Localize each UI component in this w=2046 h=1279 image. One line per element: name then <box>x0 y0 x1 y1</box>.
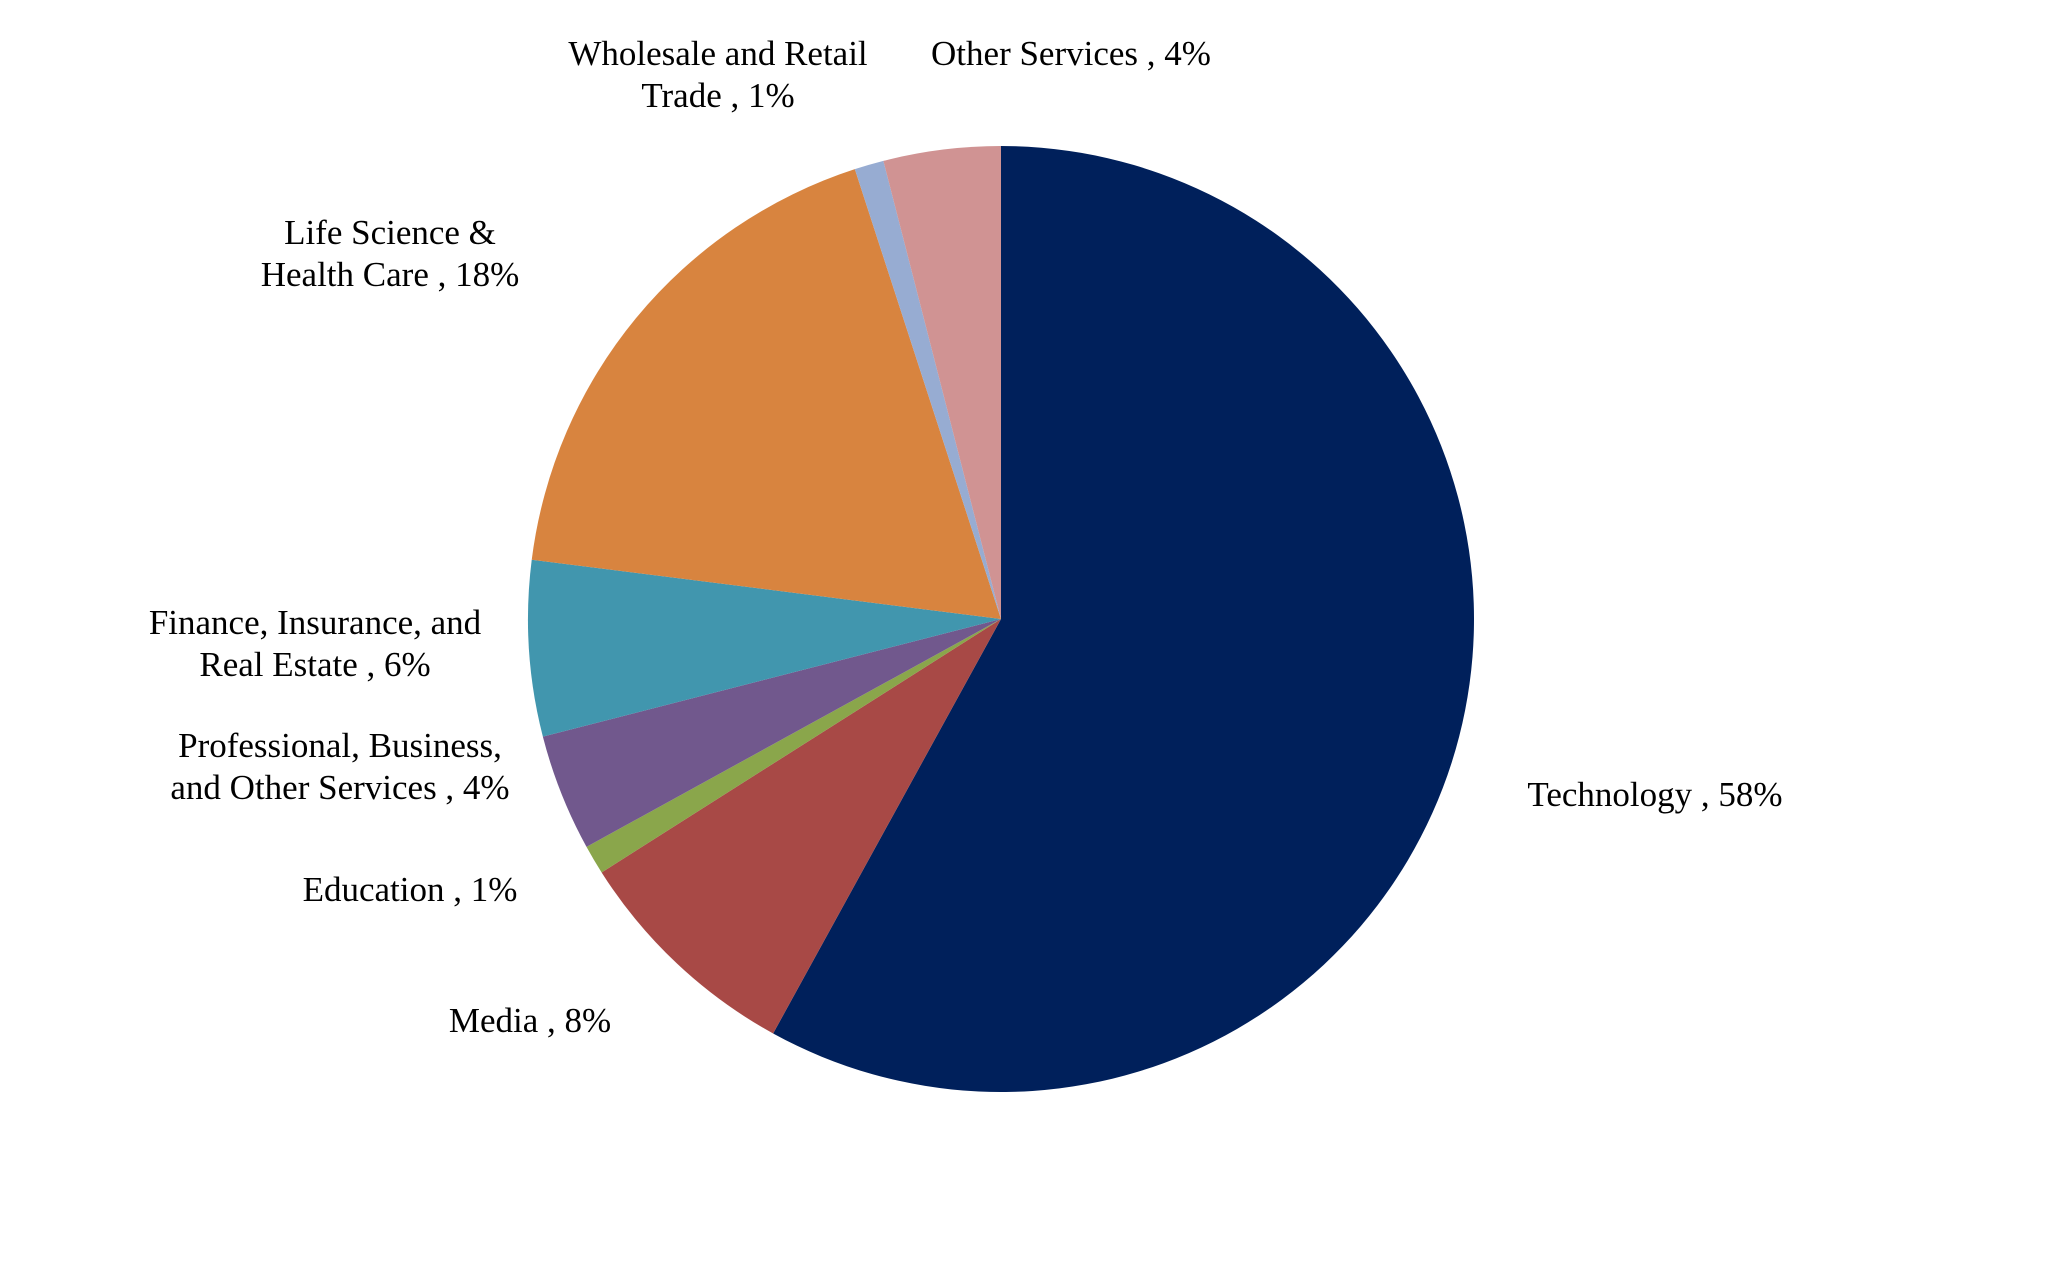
slice-label: Other Services , 4% <box>931 34 1211 73</box>
pie-labels: Technology , 58% Media , 8% Education , 1%… <box>149 34 1783 1040</box>
slice-label-line: Technology , 58% <box>1527 775 1782 814</box>
pie-slices <box>528 146 1475 1092</box>
slice-label-line: Health Care , 18% <box>261 255 520 294</box>
slice-label: Finance, Insurance, and Real Estate , 6% <box>149 603 482 684</box>
slice-label-line: and Other Services , 4% <box>170 768 509 807</box>
pie-slice <box>601 619 1001 1034</box>
slice-label-line: Wholesale and Retail <box>568 34 868 73</box>
slice-label: Wholesale and Retail Trade , 1% <box>568 34 868 115</box>
pie-slice <box>586 619 1001 873</box>
slice-label-line: Real Estate , 6% <box>199 645 430 684</box>
pie-slice <box>773 146 1475 1092</box>
pie-slice <box>542 619 1001 847</box>
slice-label: Life Science & Health Care , 18% <box>261 213 520 294</box>
slice-label-line: Professional, Business, <box>178 726 502 765</box>
slice-label: Media , 8% <box>449 1001 611 1040</box>
slice-label-line: Media , 8% <box>449 1001 611 1040</box>
slice-label-line: Other Services , 4% <box>931 34 1211 73</box>
slice-label: Education , 1% <box>303 870 518 909</box>
slice-label: Technology , 58% <box>1527 775 1782 814</box>
pie-slice <box>883 146 1001 619</box>
pie-slice <box>528 559 1001 737</box>
slice-label: Professional, Business, and Other Service… <box>170 726 509 807</box>
slice-label-line: Education , 1% <box>303 870 518 909</box>
slice-label-line: Finance, Insurance, and <box>149 603 482 642</box>
slice-label-line: Life Science & <box>284 213 496 252</box>
pie-slice <box>531 169 1001 619</box>
slice-label-line: Trade , 1% <box>641 76 794 115</box>
pie-slice <box>854 160 1001 620</box>
